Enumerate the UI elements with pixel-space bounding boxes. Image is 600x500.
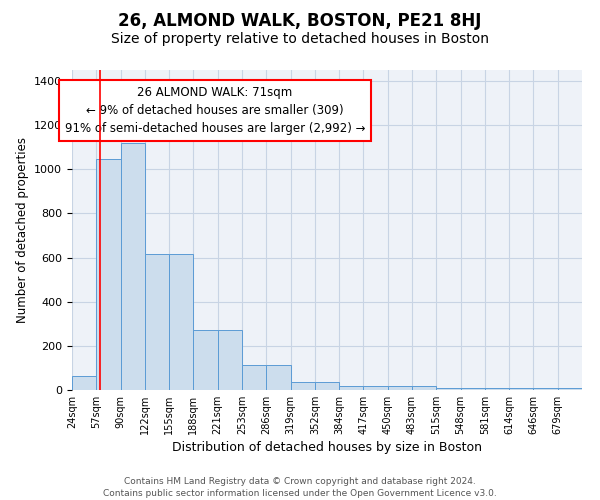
Bar xyxy=(388,386,412,390)
Bar xyxy=(412,386,436,390)
Bar xyxy=(315,382,339,390)
Bar xyxy=(290,382,315,390)
Bar xyxy=(364,386,388,390)
Bar xyxy=(533,388,558,390)
Text: 26 ALMOND WALK: 71sqm
← 9% of detached houses are smaller (309)
91% of semi-deta: 26 ALMOND WALK: 71sqm ← 9% of detached h… xyxy=(65,86,365,135)
Bar xyxy=(242,364,266,390)
Bar xyxy=(121,143,145,390)
Bar xyxy=(436,388,461,390)
Bar xyxy=(218,330,242,390)
Bar xyxy=(509,388,533,390)
Text: Contains HM Land Registry data © Crown copyright and database right 2024.
Contai: Contains HM Land Registry data © Crown c… xyxy=(103,476,497,498)
Bar xyxy=(461,388,485,390)
Bar xyxy=(72,376,96,390)
Text: 26, ALMOND WALK, BOSTON, PE21 8HJ: 26, ALMOND WALK, BOSTON, PE21 8HJ xyxy=(118,12,482,30)
Bar xyxy=(339,386,364,390)
Bar xyxy=(169,254,193,390)
Bar xyxy=(266,364,290,390)
Bar xyxy=(145,254,169,390)
Text: Size of property relative to detached houses in Boston: Size of property relative to detached ho… xyxy=(111,32,489,46)
Bar xyxy=(558,388,582,390)
X-axis label: Distribution of detached houses by size in Boston: Distribution of detached houses by size … xyxy=(172,441,482,454)
Bar xyxy=(485,388,509,390)
Bar xyxy=(96,160,121,390)
Y-axis label: Number of detached properties: Number of detached properties xyxy=(16,137,29,323)
Bar xyxy=(193,330,218,390)
